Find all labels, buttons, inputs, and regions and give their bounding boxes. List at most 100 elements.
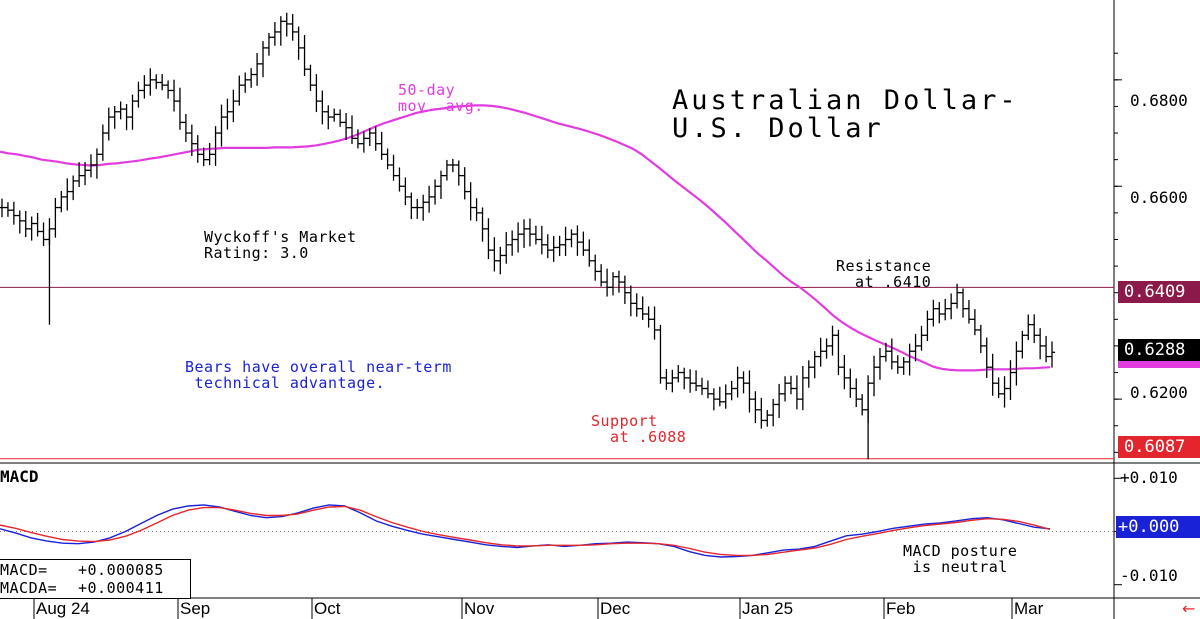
price-bar (473, 198, 480, 222)
price-bar (307, 64, 314, 91)
chart-title-line-2: U.S. Dollar (672, 113, 884, 144)
ma-label: 50-day mov. avg. (398, 81, 484, 115)
price-bar (687, 369, 694, 393)
price-bar (746, 370, 753, 413)
macd-readout-box: MACD= +0.000085 MACDA= +0.000411 (0, 559, 191, 599)
price-bar (467, 182, 474, 221)
price-bar (1019, 330, 1026, 359)
price-bar (776, 383, 783, 418)
macd-readout-label: MACD= (0, 561, 48, 579)
macd-posture: MACD posture is neutral (903, 542, 1018, 576)
price-bar (906, 343, 913, 376)
price-bar (123, 104, 130, 131)
price-bar (532, 225, 539, 245)
price-bar (485, 218, 492, 260)
support-price-badge: 0.6087 (1118, 436, 1200, 458)
price-bar (289, 14, 296, 41)
price-bar (271, 22, 278, 46)
price-bar (799, 366, 806, 411)
price-bar (28, 216, 35, 241)
price-bar (983, 337, 990, 378)
price-bar (354, 129, 361, 149)
price-bar (218, 104, 225, 147)
price-bar (562, 226, 569, 256)
price-bar (40, 222, 47, 246)
resistance-price-badge: 0.6409 (1118, 281, 1200, 303)
price-bar (295, 26, 302, 60)
price-bar (823, 338, 830, 359)
price-bar (343, 112, 350, 140)
x-tick-aug24: Aug 24 (36, 599, 90, 618)
scroll-left-arrow-icon[interactable]: ← (1182, 599, 1196, 618)
price-bar (752, 391, 759, 424)
price-bar (556, 235, 563, 256)
price-bar (1037, 328, 1044, 360)
price-bar (657, 324, 664, 384)
price-bar (568, 229, 575, 248)
price-bar (544, 234, 551, 259)
price-bar (64, 178, 71, 211)
x-tick-jan25: Jan 25 (742, 599, 794, 618)
price-bar (811, 351, 818, 379)
price-bar (977, 324, 984, 354)
price-bar (722, 384, 729, 409)
macda-readout-label: MACDA= (0, 579, 58, 597)
price-bar (509, 230, 516, 256)
price-bar (1049, 341, 1055, 368)
y-tick-0.68: 0.6800 (1130, 91, 1188, 110)
price-bar (366, 128, 373, 147)
price-bar (633, 293, 640, 317)
price-bar (598, 264, 605, 287)
price-bar (503, 232, 510, 264)
price-bar (610, 272, 617, 296)
price-bar (224, 98, 231, 130)
price-bar (449, 158, 456, 173)
price-bar (337, 109, 344, 127)
price-bar (704, 380, 711, 399)
price-bar (995, 377, 1002, 399)
price-bar (965, 300, 972, 324)
price-bar (87, 154, 94, 178)
price-bar (538, 225, 545, 255)
moving-average-line (0, 104, 1051, 372)
price-bar (515, 222, 522, 253)
price-bar (414, 198, 421, 219)
price-bar (882, 342, 889, 362)
price-bar (461, 167, 468, 200)
price-bar (1031, 314, 1038, 344)
macd-series-macda (0, 505, 1051, 557)
price-bar (426, 185, 433, 213)
price-bar (437, 170, 444, 199)
macd-lines-group (0, 504, 1114, 558)
last-price-badge: 0.6288 (1118, 339, 1200, 361)
macd-y-tick-minus: -0.010 (1120, 566, 1178, 585)
price-bar (378, 131, 385, 160)
price-bar (859, 394, 866, 416)
price-bar (918, 325, 925, 351)
macd-series-macd (0, 504, 1051, 558)
price-bar (159, 73, 166, 91)
price-bar (497, 246, 504, 275)
price-bar (942, 298, 949, 321)
price-bar (550, 236, 557, 262)
price-bar (876, 347, 883, 380)
price-bar (265, 32, 272, 56)
price-bar (699, 377, 705, 395)
wyckoff-rating: Wyckoff's Market Rating: 3.0 (204, 228, 357, 262)
price-bar (420, 194, 427, 221)
price-bar (443, 159, 450, 181)
price-bar (1001, 376, 1008, 408)
price-bar (574, 225, 581, 256)
x-tick-sep: Sep (180, 599, 211, 618)
price-bar (0, 198, 5, 218)
price-bar (147, 68, 154, 96)
macd-readout-value: +0.000085 (78, 561, 164, 579)
price-bar (526, 218, 533, 247)
price-bar (10, 201, 17, 225)
price-bar (948, 293, 955, 320)
price-bar (1025, 314, 1032, 341)
price-bar (432, 179, 439, 205)
price-bar (829, 325, 836, 356)
price-bar (254, 53, 261, 86)
